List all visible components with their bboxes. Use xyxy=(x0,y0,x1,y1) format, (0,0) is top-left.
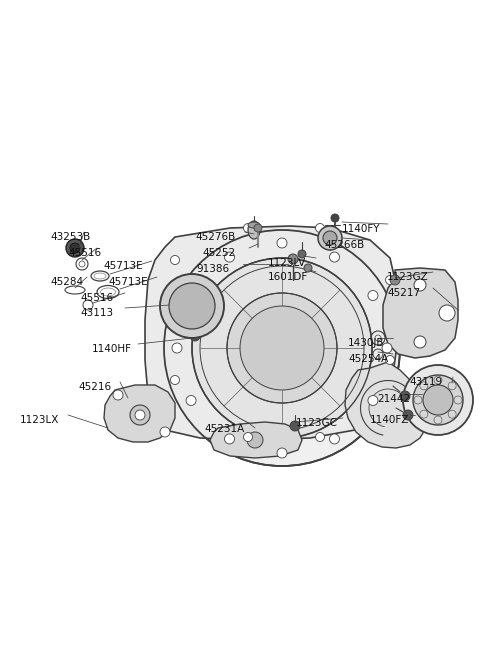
Circle shape xyxy=(243,432,252,441)
Text: 1601DF: 1601DF xyxy=(268,272,308,282)
Text: 43113: 43113 xyxy=(80,308,113,318)
Circle shape xyxy=(420,410,428,418)
Polygon shape xyxy=(104,385,175,442)
Text: 45217: 45217 xyxy=(387,288,420,298)
Circle shape xyxy=(70,243,80,253)
Circle shape xyxy=(160,274,224,338)
Text: 45216: 45216 xyxy=(78,382,111,392)
Circle shape xyxy=(448,382,456,390)
Text: 45516: 45516 xyxy=(68,248,101,258)
Polygon shape xyxy=(145,226,400,440)
Text: 1123LV: 1123LV xyxy=(268,258,306,268)
Circle shape xyxy=(172,343,182,353)
Ellipse shape xyxy=(248,221,260,239)
Text: 21442: 21442 xyxy=(377,394,410,404)
Circle shape xyxy=(240,306,324,390)
Text: 45231A: 45231A xyxy=(204,424,244,434)
Circle shape xyxy=(135,410,145,420)
Circle shape xyxy=(298,250,306,258)
Text: 45266B: 45266B xyxy=(324,240,364,250)
Text: 45713E: 45713E xyxy=(108,277,148,287)
Circle shape xyxy=(160,427,170,437)
Circle shape xyxy=(113,390,123,400)
Circle shape xyxy=(290,421,300,431)
Circle shape xyxy=(323,231,337,245)
Circle shape xyxy=(448,410,456,418)
Circle shape xyxy=(277,238,287,248)
Text: 1140HF: 1140HF xyxy=(92,344,132,354)
Text: 91386: 91386 xyxy=(196,264,229,274)
Text: 45713E: 45713E xyxy=(103,261,143,271)
Circle shape xyxy=(368,396,378,405)
Text: 45254A: 45254A xyxy=(348,354,388,364)
Circle shape xyxy=(225,434,235,444)
Ellipse shape xyxy=(161,276,223,336)
Circle shape xyxy=(170,375,180,384)
Circle shape xyxy=(403,365,473,435)
Circle shape xyxy=(368,291,378,301)
Circle shape xyxy=(439,305,455,321)
Circle shape xyxy=(315,223,324,233)
Circle shape xyxy=(288,254,298,264)
Circle shape xyxy=(414,396,422,404)
Text: 1123GC: 1123GC xyxy=(296,418,338,428)
Circle shape xyxy=(66,239,84,257)
Circle shape xyxy=(329,434,339,444)
Circle shape xyxy=(414,279,426,291)
Circle shape xyxy=(329,252,339,262)
Circle shape xyxy=(385,356,395,364)
Circle shape xyxy=(170,255,180,265)
Text: 45284: 45284 xyxy=(50,277,83,287)
Circle shape xyxy=(225,252,235,262)
Circle shape xyxy=(164,230,400,466)
Text: 45276B: 45276B xyxy=(195,232,235,242)
Circle shape xyxy=(331,214,339,222)
Circle shape xyxy=(254,224,262,232)
Ellipse shape xyxy=(248,222,260,228)
Circle shape xyxy=(277,448,287,458)
Circle shape xyxy=(400,391,410,401)
Polygon shape xyxy=(383,268,458,358)
Text: 1123LX: 1123LX xyxy=(20,415,60,425)
Text: 1430JB: 1430JB xyxy=(348,338,384,348)
Circle shape xyxy=(243,223,252,233)
Circle shape xyxy=(454,396,462,404)
Circle shape xyxy=(318,226,342,250)
Text: 45516: 45516 xyxy=(80,293,113,303)
Circle shape xyxy=(420,382,428,390)
Circle shape xyxy=(186,291,196,301)
Ellipse shape xyxy=(177,292,207,320)
Text: 43119: 43119 xyxy=(409,377,442,387)
Text: 45252: 45252 xyxy=(202,248,235,258)
Circle shape xyxy=(385,276,395,284)
Text: 1140FZ: 1140FZ xyxy=(370,415,409,425)
Circle shape xyxy=(247,432,263,448)
Text: 43253B: 43253B xyxy=(50,232,90,242)
Circle shape xyxy=(304,264,312,272)
Circle shape xyxy=(315,432,324,441)
Circle shape xyxy=(413,375,463,425)
Circle shape xyxy=(414,336,426,348)
Circle shape xyxy=(434,416,442,424)
Circle shape xyxy=(403,410,413,420)
Circle shape xyxy=(170,316,180,324)
Text: 1140FY: 1140FY xyxy=(342,224,381,234)
Circle shape xyxy=(390,275,400,285)
Ellipse shape xyxy=(170,285,214,327)
Circle shape xyxy=(169,283,215,329)
Circle shape xyxy=(186,396,196,405)
Circle shape xyxy=(130,405,150,425)
Circle shape xyxy=(423,385,453,415)
Text: 1123GZ: 1123GZ xyxy=(387,272,429,282)
Circle shape xyxy=(227,293,337,403)
Circle shape xyxy=(190,331,200,341)
Polygon shape xyxy=(345,362,428,448)
Circle shape xyxy=(434,376,442,384)
Polygon shape xyxy=(210,422,302,458)
Circle shape xyxy=(382,343,392,353)
Circle shape xyxy=(192,258,372,438)
